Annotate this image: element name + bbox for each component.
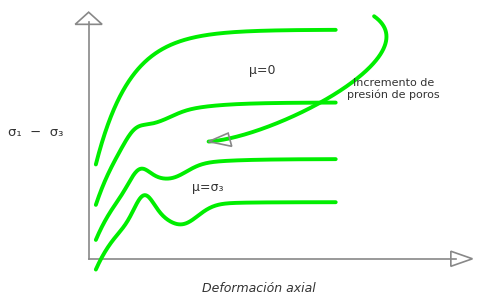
Text: Incremento de
presión de poros: Incremento de presión de poros <box>347 78 439 100</box>
Text: σ₁  −  σ₃: σ₁ − σ₃ <box>8 126 63 139</box>
Text: Deformación axial: Deformación axial <box>202 282 316 295</box>
Text: μ=σ₃: μ=σ₃ <box>192 181 223 194</box>
Text: μ=0: μ=0 <box>249 64 276 77</box>
